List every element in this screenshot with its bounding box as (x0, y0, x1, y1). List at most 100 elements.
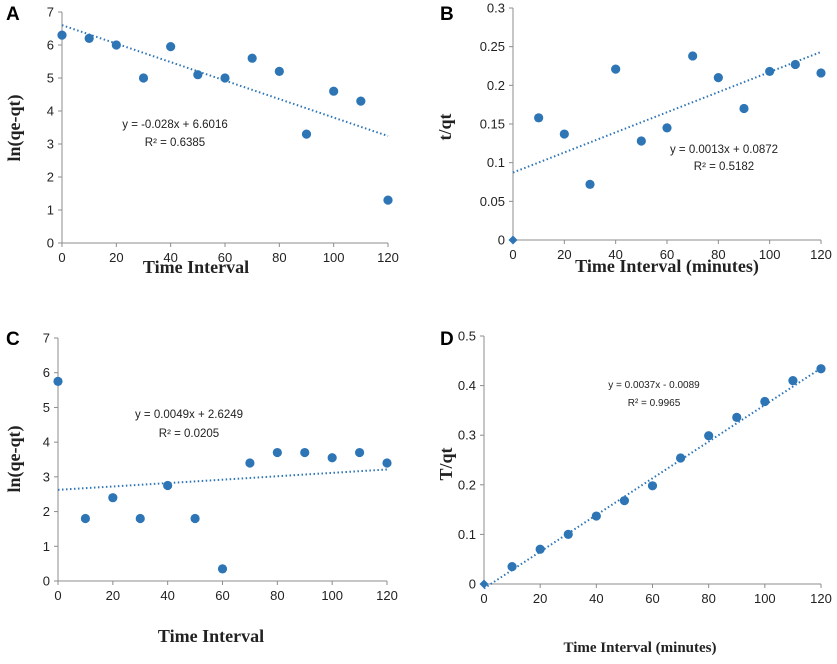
trendline-equation: y = -0.028x + 6.6016 (122, 119, 228, 131)
y-tick-label: 0.3 (487, 1, 505, 16)
data-point (163, 480, 173, 491)
data-point (135, 513, 145, 524)
x-tick-label: 80 (270, 588, 284, 603)
data-point (662, 123, 672, 133)
data-point (507, 562, 517, 572)
y-axis-title: T/qt (436, 447, 456, 480)
x-axis-title: Time Interval (minutes) (563, 640, 716, 656)
data-point (713, 73, 723, 83)
data-point (732, 412, 742, 422)
data-point (354, 447, 365, 458)
data-point (704, 431, 714, 441)
y-tick-label: 2 (47, 170, 54, 185)
y-tick-label: 4 (47, 104, 54, 119)
y-tick-label: 1 (43, 539, 50, 554)
y-tick-label: 6 (43, 365, 50, 380)
x-tick-label: 40 (163, 250, 177, 265)
data-point (245, 458, 255, 468)
x-tick-label: 100 (321, 588, 343, 603)
data-point (479, 579, 489, 589)
data-point (327, 453, 337, 463)
trendline-equation: y = 0.0049x + 2.6249 (135, 409, 243, 421)
data-point (563, 529, 573, 540)
r-squared-label: R² = 0.9965 (628, 398, 681, 409)
data-point (585, 179, 595, 189)
y-tick-label: 4 (43, 435, 50, 450)
y-tick-label: 5 (47, 71, 54, 86)
data-point (788, 376, 798, 386)
x-tick-label: 120 (810, 591, 832, 606)
y-tick-label: 0.3 (458, 428, 476, 443)
data-point (535, 544, 545, 554)
y-tick-label: 0.5 (458, 329, 476, 344)
chart-panel-d: D 0 0.1 0.2 0.3 0.4 0.5 0 20 40 60 80 100 120 Time Int… (436, 329, 832, 657)
data-point (765, 66, 775, 77)
trendline-equation: y = 0.0013x + 0.0872 (670, 144, 778, 156)
data-point (591, 511, 601, 521)
data-point (301, 129, 312, 139)
data-point (534, 113, 544, 123)
x-tick-label: 40 (589, 591, 603, 606)
data-point (508, 235, 518, 245)
y-tick-label: 0 (43, 574, 50, 589)
y-axis-title: ln(qe-qt) (4, 425, 25, 492)
data-point (247, 53, 257, 63)
x-tick-label: 0 (58, 250, 65, 265)
y-tick-label: 0.25 (480, 39, 505, 54)
x-tick-label: 60 (218, 250, 232, 265)
y-tick-label: 5 (43, 400, 50, 415)
data-point (611, 64, 621, 74)
y-tick-label: 0.2 (487, 78, 505, 93)
y-tick-label: 7 (47, 5, 54, 20)
x-tick-label: 120 (376, 588, 398, 603)
data-point (217, 564, 228, 574)
panel-label: D (440, 329, 454, 350)
data-point (274, 66, 284, 76)
y-axis-title: t/qt (435, 113, 455, 140)
data-point (356, 96, 366, 106)
trendline-equation: y = 0.0037x - 0.0089 (608, 380, 700, 391)
trendline (57, 468, 388, 491)
x-tick-label: 20 (109, 250, 123, 265)
x-tick-label: 0 (509, 247, 516, 262)
data-point (790, 59, 800, 70)
data-point (108, 493, 118, 503)
y-tick-label: 3 (47, 137, 54, 152)
panel-label: B (440, 4, 454, 25)
panel-label: C (6, 329, 20, 350)
y-tick-label: 0.05 (480, 194, 505, 209)
y-tick-label: 0.15 (480, 117, 505, 132)
data-point (559, 129, 569, 139)
x-tick-label: 20 (533, 591, 547, 606)
x-tick-label: 100 (759, 247, 781, 262)
x-tick-label: 100 (754, 591, 776, 606)
x-tick-label: 120 (377, 250, 399, 265)
x-tick-label: 120 (810, 247, 832, 262)
x-axis-title: Time Interval (143, 257, 249, 277)
y-tick-label: 0 (47, 236, 54, 251)
data-point (816, 364, 826, 374)
x-tick-label: 60 (645, 591, 659, 606)
data-point (272, 447, 282, 458)
y-axis-title: ln(qe-qt) (4, 94, 25, 161)
data-point (675, 453, 686, 463)
data-point (739, 103, 749, 114)
x-tick-label: 20 (106, 588, 120, 603)
x-tick-label: 80 (701, 591, 715, 606)
x-axis-title: Time Interval (minutes) (575, 256, 759, 277)
y-tick-label: 7 (43, 331, 50, 346)
x-tick-label: 60 (215, 588, 229, 603)
data-point (190, 513, 200, 524)
data-point (619, 496, 630, 506)
data-point (80, 513, 91, 524)
data-point (647, 481, 658, 491)
r-squared-label: R² = 0.5182 (694, 161, 754, 173)
r-squared-label: R² = 0.6385 (145, 137, 205, 149)
data-point (816, 68, 826, 78)
r-squared-label: R² = 0.0205 (159, 428, 219, 440)
data-point (383, 195, 393, 205)
x-tick-label: 40 (608, 247, 622, 262)
x-tick-label: 20 (557, 247, 571, 262)
x-tick-label: 100 (323, 250, 345, 265)
